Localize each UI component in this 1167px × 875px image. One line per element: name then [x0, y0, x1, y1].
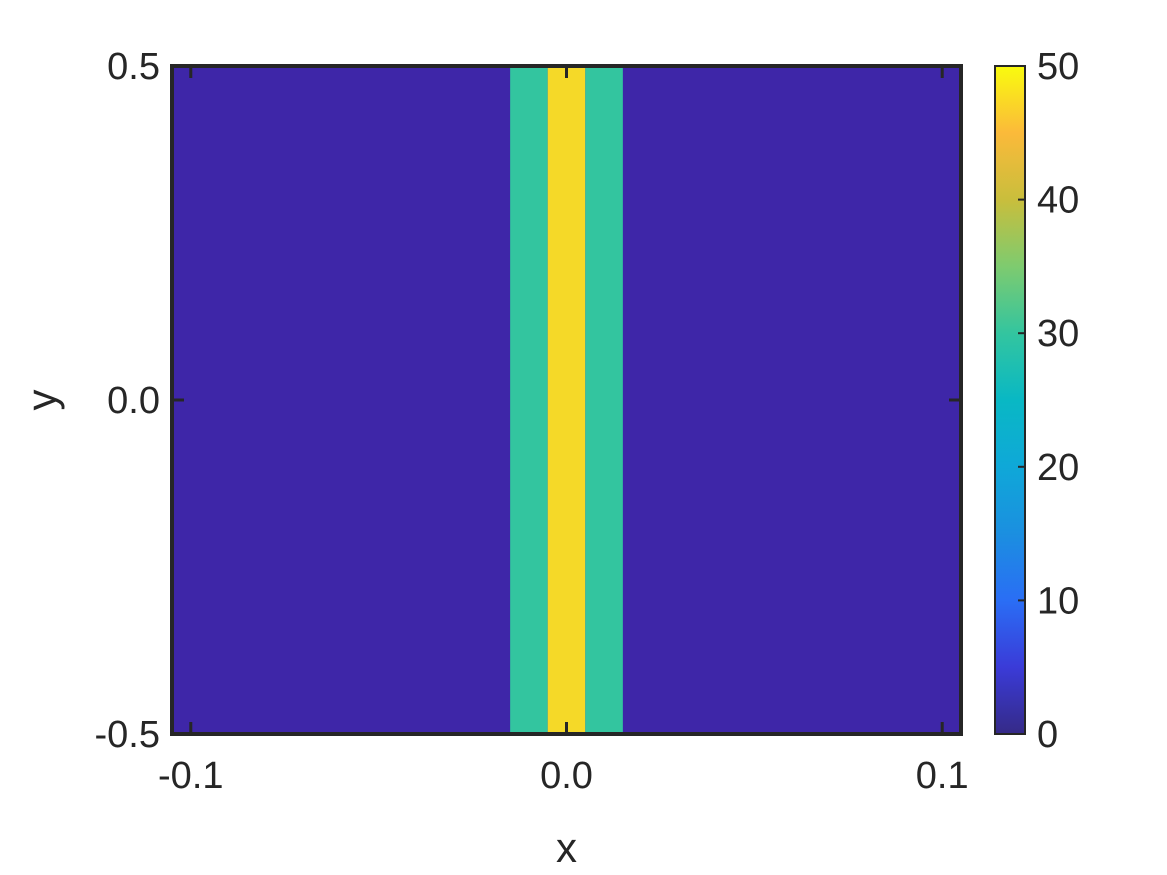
colorbar-tick-label-5: 50 — [1037, 46, 1079, 88]
plot-area — [170, 64, 963, 736]
heatmap-band-2 — [585, 66, 623, 734]
y-tick-label-1: 0.0 — [107, 380, 160, 422]
colorbar-gradient — [995, 66, 1025, 734]
y-tick-labels: -0.5 0.0 0.5 — [95, 46, 160, 756]
heatmap-bands — [510, 66, 623, 734]
colorbar-tick-label-3: 30 — [1037, 313, 1079, 355]
colorbar-frame — [994, 65, 1026, 735]
colorbar-tick-label-1: 10 — [1037, 580, 1079, 622]
y-tick-label-0: -0.5 — [95, 714, 160, 756]
x-tick-label-1: 0.0 — [540, 755, 593, 797]
colorbar: 0 10 20 30 40 50 — [994, 46, 1079, 756]
x-axis-label: x — [556, 824, 577, 871]
heatmap-band-1 — [547, 66, 586, 734]
y-tick-label-2: 0.5 — [107, 46, 160, 88]
axis-ticks — [172, 64, 961, 736]
x-tick-label-0: -0.1 — [158, 755, 223, 797]
colorbar-tick-label-4: 40 — [1037, 180, 1079, 222]
x-tick-label-2: 0.1 — [916, 755, 969, 797]
colorbar-ticks — [1018, 65, 1025, 735]
y-axis-label: y — [18, 390, 65, 411]
colorbar-tick-label-2: 20 — [1037, 447, 1079, 489]
colorbar-tick-labels: 0 10 20 30 40 50 — [1037, 46, 1079, 756]
heatmap-band-0 — [510, 66, 548, 734]
colorbar-tick-label-0: 0 — [1037, 714, 1058, 756]
x-tick-labels: -0.1 0.0 0.1 — [158, 755, 969, 797]
